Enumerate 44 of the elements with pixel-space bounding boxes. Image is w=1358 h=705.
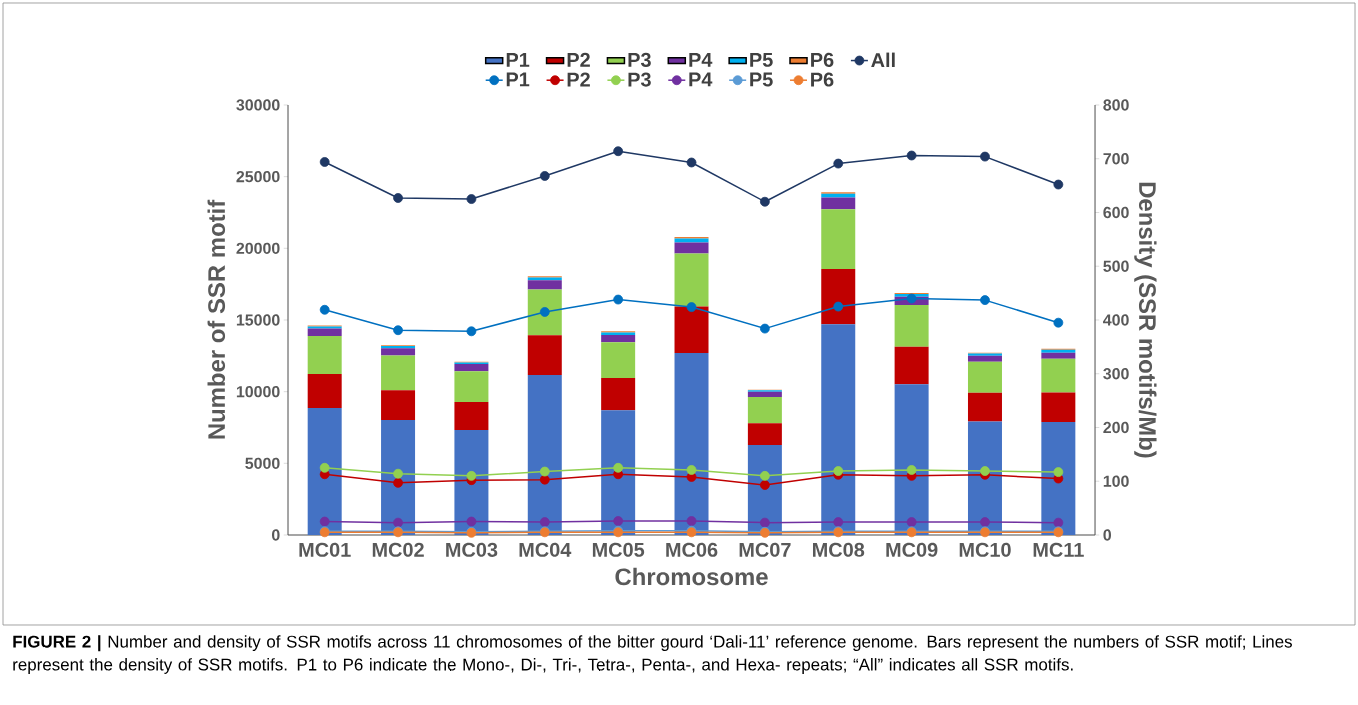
y2-tick-label: 800 bbox=[1103, 99, 1129, 111]
legend-label: P1 bbox=[506, 72, 530, 87]
legend-label: P3 bbox=[628, 52, 651, 67]
legend-label: P2 bbox=[567, 72, 590, 87]
x-axis-title: Chromosome bbox=[615, 567, 768, 586]
legend-label: P1 bbox=[506, 52, 530, 67]
x-tick-label: MC02 bbox=[372, 542, 424, 557]
x-tick-label: MC09 bbox=[886, 542, 938, 557]
x-tick-label: MC03 bbox=[446, 542, 498, 557]
x-tick-label: MC11 bbox=[1033, 542, 1084, 557]
y-tick-label: 25000 bbox=[236, 171, 280, 183]
y-tick-label: 5000 bbox=[245, 457, 280, 469]
legend-label: P5 bbox=[750, 52, 773, 67]
x-tick-label: MC01 bbox=[299, 542, 351, 557]
y2-tick-label: 600 bbox=[1103, 206, 1129, 219]
y2-tick-label: 700 bbox=[1103, 153, 1129, 165]
legend-label: P6 bbox=[811, 52, 834, 67]
y2-tick-label: 200 bbox=[1103, 421, 1129, 434]
y-tick-label: 10000 bbox=[236, 386, 280, 398]
y2-tick-label: 300 bbox=[1103, 368, 1129, 380]
y2-tick-label: 400 bbox=[1103, 314, 1129, 326]
y2-tick-label: 100 bbox=[1103, 475, 1129, 487]
x-tick-label: MC06 bbox=[666, 542, 718, 557]
y2-tick-label: 0 bbox=[1103, 529, 1111, 541]
legend-label: P6 bbox=[811, 72, 834, 87]
x-tick-label: MC07 bbox=[739, 542, 791, 557]
y-tick-label: 20000 bbox=[236, 242, 280, 254]
legend-label: All bbox=[871, 52, 895, 68]
x-tick-label: MC08 bbox=[813, 542, 865, 557]
x-tick-label: MC05 bbox=[592, 542, 645, 557]
legend-label: P5 bbox=[750, 72, 773, 87]
y-tick-label: 30000 bbox=[236, 99, 280, 111]
y-tick-label: 0 bbox=[272, 529, 280, 541]
y-axis-title: Number of SSR motif bbox=[207, 199, 226, 439]
text: FIGURE 2 | Number and density of SSR motifs across 11 chromosomes of the bitter gourd ‘Dali-11’ reference genome. Bars represent the numbers of SSR motif; Lines represent the density of SSR motifs. P1 to P6 indicate the Mono-, Di-, Tri-, Tetra-, Penta-, and Hexa- repeats; “All” indicates all SSR motifs. bbox=[13, 635, 1292, 674]
legend-label: P3 bbox=[628, 72, 651, 87]
legend-label: P4 bbox=[689, 52, 713, 67]
x-tick-label: MC04 bbox=[519, 542, 572, 557]
legend-label: P2 bbox=[567, 52, 590, 67]
y2-tick-label: 500 bbox=[1103, 260, 1129, 272]
y-tick-label: 15000 bbox=[236, 314, 280, 326]
legend-label: P4 bbox=[689, 72, 713, 87]
y2-axis-title: Density (SSR motifs/Mb) bbox=[1134, 182, 1157, 458]
x-tick-label: MC10 bbox=[959, 542, 1011, 557]
